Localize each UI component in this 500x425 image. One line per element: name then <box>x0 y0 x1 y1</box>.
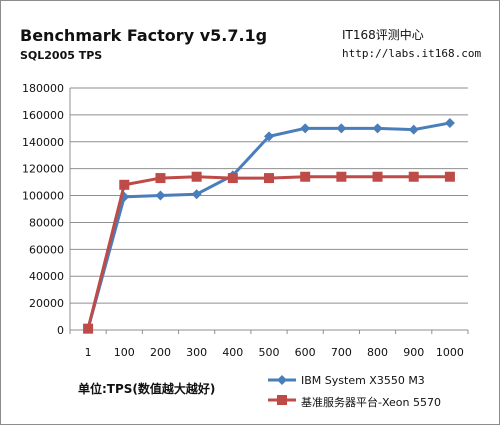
series-1-point-3 <box>191 189 202 200</box>
legend: IBM System X3550 M3 基准服务器平台-Xeon 5570 <box>268 372 480 412</box>
legend-item-series-1: IBM System X3550 M3 <box>268 372 480 392</box>
y-tick-label-9: 180000 <box>22 82 64 95</box>
series-2-point-10 <box>444 171 455 182</box>
series-2-point-0 <box>83 323 94 334</box>
legend-item-series-2: 基准服务器平台-Xeon 5570 <box>268 392 480 412</box>
x-tick-label-2: 200 <box>150 346 171 359</box>
chart-title: Benchmark Factory v5.7.1g <box>20 26 268 45</box>
y-tick-label-0: 0 <box>57 324 64 337</box>
source-url: http://labs.it168.com <box>342 47 482 60</box>
y-tick-label-8: 160000 <box>22 109 64 122</box>
y-tick-label-3: 60000 <box>29 243 64 256</box>
source-name: IT168评测中心 <box>342 28 424 42</box>
y-tick-label-5: 100000 <box>22 190 64 203</box>
series-2-point-6 <box>300 171 311 182</box>
series-1-point-2 <box>155 190 166 201</box>
x-tick-label-4: 400 <box>222 346 243 359</box>
y-tick-label-7: 140000 <box>22 136 64 149</box>
series-1-point-6 <box>300 123 311 134</box>
series-1-point-5 <box>264 131 274 142</box>
series-2-point-5 <box>264 173 274 184</box>
series-line-1 <box>86 121 451 330</box>
series-2-point-3 <box>191 171 202 182</box>
series-2-point-7 <box>336 171 347 182</box>
series-1-point-10 <box>444 117 455 128</box>
x-tick-label-10: 1000 <box>436 346 464 359</box>
y-tick-label-1: 20000 <box>29 297 64 310</box>
x-tick-label-1: 100 <box>114 346 135 359</box>
series-2-point-9 <box>408 171 419 182</box>
x-tick-label-0: 1 <box>85 346 92 359</box>
x-tick-label-3: 300 <box>186 346 207 359</box>
legend-marker-square-icon <box>268 395 296 405</box>
x-tick-label-9: 900 <box>403 346 424 359</box>
series-2-point-4 <box>227 173 238 184</box>
y-tick-label-2: 40000 <box>29 270 64 283</box>
chart-subtitle: SQL2005 TPS <box>20 49 103 62</box>
legend-label-series-1: IBM System X3550 M3 <box>301 374 425 387</box>
x-tick-label-8: 800 <box>367 346 388 359</box>
x-tick-label-5: 500 <box>259 346 280 359</box>
y-tick-label-4: 80000 <box>29 216 64 229</box>
series-1-point-8 <box>372 123 383 134</box>
series-1-point-9 <box>408 124 419 135</box>
series-line-2 <box>86 175 450 330</box>
x-tick-label-6: 600 <box>295 346 316 359</box>
legend-label-series-2: 基准服务器平台-Xeon 5570 <box>301 396 441 409</box>
series-1-point-7 <box>336 123 347 134</box>
unit-label: 单位:TPS(数值越大越好) <box>78 382 216 396</box>
series-2-point-2 <box>155 173 166 184</box>
y-tick-label-6: 120000 <box>22 163 64 176</box>
series-2-point-1 <box>119 179 130 190</box>
x-tick-label-7: 700 <box>331 346 352 359</box>
legend-marker-diamond-icon <box>268 375 296 385</box>
series-2-point-8 <box>372 171 383 182</box>
